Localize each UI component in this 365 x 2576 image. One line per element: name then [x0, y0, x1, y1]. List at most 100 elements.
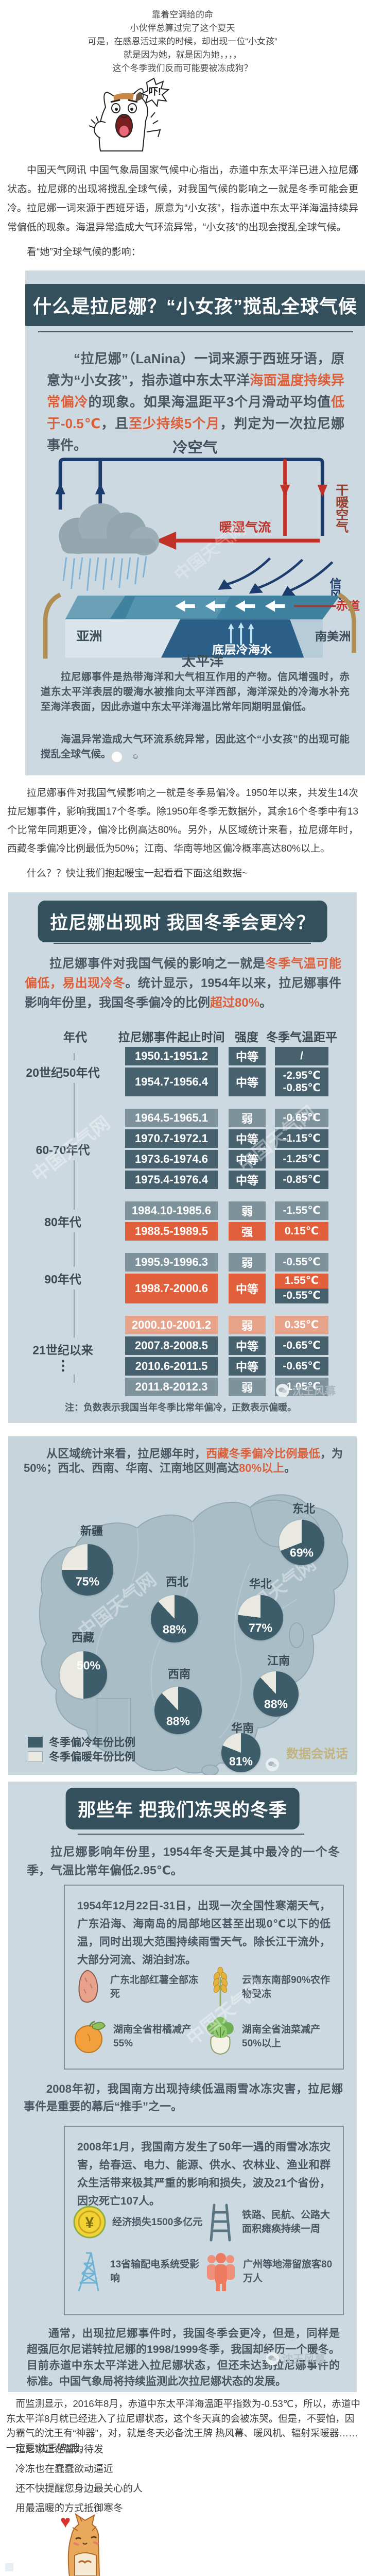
up-arrow-icon [95, 483, 106, 495]
infographic3-intro: 拉尼娜影响年份里，1954年冬天是其中最冷的一个冬季，气温比常年偏低2.95℃。 [27, 1845, 340, 1877]
poem-line: 还不快提醒您身边最关心的人 [15, 2483, 143, 2494]
infographic-freezing-winters: 那些年 把我们冻哭的冬季 拉尼娜影响年份里，1954年冬天是其中最冷的一个冬季，… [8, 1782, 357, 2392]
cell-period: 1970.7-1972.1 [125, 1129, 218, 1148]
cell-strength: 中等 [229, 1067, 266, 1096]
pie-value-江南: 88% [264, 1697, 288, 1711]
upwelling-arrows [230, 627, 252, 646]
cell-strength: 弱 [229, 1201, 266, 1220]
wechat-icon [266, 2352, 279, 2365]
highlighted-text: 西藏冬季偏冷比例最 [206, 1447, 309, 1460]
cell-period: 1998.7-2000.6 [125, 1274, 218, 1303]
pie-chart-华北 [238, 1595, 283, 1640]
wechat-icon [276, 1384, 289, 1397]
cell-anomaly: 1.55℃ -0.55℃ [275, 1274, 328, 1303]
scare-bubble: 吓! [140, 77, 170, 108]
cell-period: 1964.5-1965.1 [125, 1109, 218, 1127]
region-label-西南: 西南 [167, 1668, 191, 1681]
bottom-cold-water-label: 底层冷海水 [212, 643, 272, 656]
cell-period: 1975.4-1976.4 [125, 1171, 218, 1189]
impact-items-1954: 广东北部红薯全部冻死 云南东南部90%农作物受冻 湖南全省柑橘减产55% 湖南全… [72, 1967, 336, 2066]
pie-chart-西北 [151, 1595, 198, 1642]
table-row: 1970.7-1972.1 中等 -1.15℃ [8, 1129, 357, 1148]
wheat-icon [204, 1967, 237, 2007]
ladder-icon [204, 2202, 237, 2242]
region-label-华北: 华北 [249, 1578, 272, 1590]
table-row: 2000.10-2001.2 弱 0.35℃ [8, 1316, 357, 1334]
trade-wind-arrows [223, 557, 334, 593]
cell-strength: 中等 [229, 1336, 266, 1355]
svg-text:吓!: 吓! [149, 87, 161, 97]
people-icon [204, 2251, 238, 2292]
column-header-strength: 强度 [235, 1030, 258, 1044]
decade-label: 90年代 [8, 1267, 117, 1290]
pie-chart-新疆 [62, 1544, 113, 1596]
cell-strength: 中等 [229, 1129, 266, 1148]
shocked-cat-image: 吓! [89, 77, 170, 151]
highlighted-text: 超过80% [210, 996, 260, 1010]
text-segment: 拉尼娜事件对我国气候的影响之一就是 [49, 957, 266, 971]
pie-chart-东北 [279, 1520, 324, 1565]
region-label-东北: 东北 [292, 1502, 316, 1515]
paragraph-lanina-news: 中国天气网讯 中国气象局国家气候中心指出，赤道中东太平洋已进入拉尼娜状态。拉尼娜… [7, 165, 358, 233]
pie-value-西南: 88% [166, 1714, 190, 1728]
impact-item: 13省输配电系统受影响 [72, 2251, 204, 2292]
impact-items-2008: ¥ 经济损失1500多亿元 铁路、民航、公路大面积瘫痪持续一周 13省输配电系统… [72, 2202, 336, 2301]
text-segment: 。 [284, 1462, 296, 1475]
dry-warm-air-label: 干暖空气 [334, 483, 349, 533]
column-header-anomaly: 冬季气温距平 [266, 1030, 337, 1044]
infographic-region-map: 从区域统计来看，拉尼娜年时，西藏冬季偏冷比例最低，为50%；西北、西南、华南、江… [8, 1436, 357, 1775]
cell-strength: 弱 [229, 1316, 266, 1334]
cell-strength: 弱 [229, 1109, 266, 1127]
cold-air-label: 冷空气 [172, 439, 217, 455]
asia-label: 亚洲 [76, 630, 102, 643]
table-group: 1984.10-1985.6 弱 -1.55℃ 1988.5-1989.5 强 0.15℃… [8, 1201, 357, 1241]
table-row: 1998.7-2000.6 中等 1.55℃ -0.55℃ [8, 1274, 357, 1303]
pie-chart-西南 [154, 1687, 202, 1734]
text-segment: ，判定为一次拉尼娜事件。 [47, 416, 344, 453]
pie-value-西北: 88% [162, 1622, 187, 1636]
legend-cold: 冬季偏冷年份比例 [28, 1734, 135, 1750]
table-row: 1995.9-1996.3 弱 -0.55℃ [8, 1253, 357, 1272]
cell-anomaly: / [275, 1047, 328, 1065]
cell-anomaly: -1.55℃ [275, 1201, 328, 1220]
ocean-cross-section: 赤道 亚洲 南美洲 底层冷海水 [43, 592, 360, 659]
decade-label: 21世纪以来 [8, 1337, 117, 1375]
lanina-circulation-diagram: 冷空气 干暖空气 暖湿气流 [43, 439, 360, 667]
poem-line: 小伙伴总算过完了这个夏天 [130, 23, 235, 33]
highlighted-text: 80%以上 [239, 1462, 285, 1475]
pacific-label: 太平洋 [182, 654, 223, 667]
watermark-brand: 沈王风幕 [266, 1757, 325, 1772]
cell-strength: 弱 [229, 1378, 266, 1396]
infographic1-title: 什么是拉尼娜？“小女孩”搅乱全球气候 [25, 284, 365, 326]
event-1954-box: 1954年12月22日-31日，出现一次全国性寒潮天气，广东沿海、海南岛的局部地… [64, 1885, 344, 2070]
pie-value-新疆: 75% [75, 1574, 100, 1588]
pie-value-东北: 69% [289, 1546, 314, 1560]
table-row: 1973.6-1974.6 中等 -1.25℃ [8, 1150, 357, 1168]
cell-strength: 中等 [229, 1357, 266, 1376]
cell-period: 1973.6-1974.6 [125, 1150, 218, 1168]
asia-coast [43, 592, 62, 659]
rain-cloud-icon [59, 503, 160, 591]
cell-anomaly: -0.85℃ [275, 1171, 328, 1189]
warm-cat-image: ♥ [60, 2512, 100, 2576]
cell-strength: 中等 [229, 1150, 266, 1168]
decade-label: 80年代 [8, 1210, 117, 1232]
cell-anomaly: -0.65℃ [275, 1336, 328, 1355]
infographic-what-is-lanina: 什么是拉尼娜？“小女孩”搅乱全球气候 “拉尼娜”（LaNina）一词来源于西班牙… [25, 270, 365, 775]
impact-item: 云南东南部90%农作物受冻 [204, 1967, 336, 2007]
column-header-period: 拉尼娜事件起止时间 [118, 1030, 225, 1044]
region-label-西藏: 西藏 [71, 1631, 95, 1644]
region-label-西北: 西北 [165, 1575, 189, 1588]
table-row: 1954.7-1956.4 中等 -2.95℃ -0.85℃ [8, 1067, 357, 1096]
wechat-icon [266, 1758, 279, 1771]
cell-anomaly: -0.65℃ [275, 1109, 328, 1127]
column-header-decade: 年代 [63, 1030, 87, 1044]
cell-period: 1995.9-1996.3 [125, 1253, 218, 1272]
smiley-emoji-icon: ☺ [111, 751, 140, 762]
infographic3-outro: 通常，出现拉尼娜事件时，我国冬季会更冷，但是，同样是超强厄尔尼诺转拉尼娜的199… [27, 2328, 340, 2387]
impact-item: 湖南全省油菜减产50%以上 [204, 2016, 336, 2057]
table-row: 1984.10-1985.6 弱 -1.55℃ [8, 1201, 357, 1220]
impact-item: 铁路、民航、公路大面积瘫痪持续一周 [204, 2202, 336, 2242]
event-2008-text: 2008年1月，我国南方发生了50年一遇的雨雪冰冻灾害，给春运、电力、能源、供水… [77, 2141, 331, 2207]
table-group: 1995.9-1996.3 弱 -0.55℃ 1998.7-2000.6 中等 1.55℃… [8, 1253, 357, 1303]
